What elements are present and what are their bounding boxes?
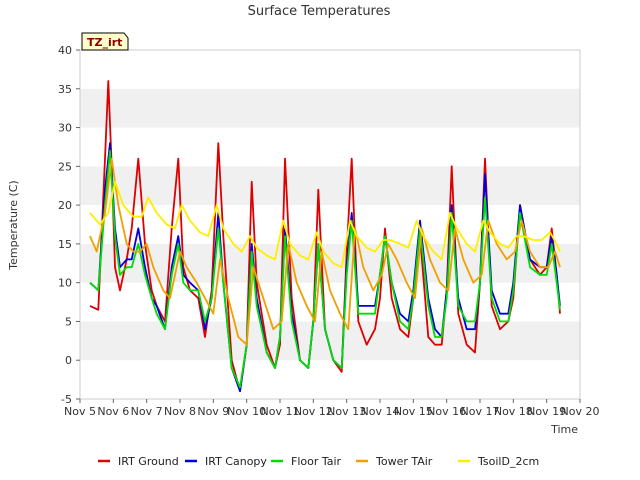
y-tick-label: 40 (58, 44, 72, 57)
x-tick-label: Nov 17 (461, 405, 500, 418)
grid-band (80, 243, 580, 283)
x-tick-label: Nov 6 (97, 405, 129, 418)
series-line-floor-tair (89, 149, 561, 389)
y-axis-ticks: -5 0 5 10 15 20 25 30 35 40 (58, 44, 80, 406)
grid-band (80, 321, 580, 361)
y-tick-label: 30 (58, 122, 72, 135)
x-tick-label: Nov 20 (561, 405, 600, 418)
grid-bands (80, 50, 580, 399)
legend: IRT Ground IRT Canopy Floor Tair Tower TAir… (98, 455, 539, 468)
x-tick-label: Nov 18 (494, 405, 533, 418)
x-axis-label: Time (550, 423, 578, 436)
x-tick-label: Nov 9 (197, 405, 229, 418)
legend-item: IRT Canopy (185, 455, 267, 468)
legend-item: Tower TAir (356, 455, 433, 468)
x-tick-label: Nov 19 (527, 405, 566, 418)
y-tick-label: -5 (61, 393, 72, 406)
legend-item: TsoilD_2cm (458, 455, 539, 468)
legend-label: Floor Tair (291, 455, 342, 468)
chart-title: Surface Temperatures (248, 4, 391, 19)
legend-item: Floor Tair (271, 455, 342, 468)
x-tick-label: Nov 13 (327, 405, 366, 418)
x-tick-label: Nov 5 (64, 405, 96, 418)
legend-label: Tower TAir (375, 455, 433, 468)
legend-item: IRT Ground (98, 455, 179, 468)
site-badge: TZ_irt (81, 32, 129, 51)
y-tick-label: 35 (58, 83, 72, 96)
series-lines (89, 80, 561, 393)
x-tick-label: Nov 8 (164, 405, 196, 418)
x-tick-label: Nov 11 (261, 405, 300, 418)
x-tick-label: Nov 10 (227, 405, 266, 418)
series-line-tsoild-2cm (89, 180, 561, 269)
y-tick-label: 0 (65, 354, 72, 367)
x-tick-label: Nov 15 (394, 405, 433, 418)
y-tick-label: 5 (65, 315, 72, 328)
x-tick-label: Nov 14 (361, 405, 400, 418)
site-badge-label: TZ_irt (87, 36, 122, 49)
y-tick-label: 25 (58, 160, 72, 173)
y-axis-label: Temperature (C) (7, 180, 20, 270)
x-tick-label: Nov 16 (427, 405, 466, 418)
x-tick-label: Nov 12 (294, 405, 333, 418)
legend-label: TsoilD_2cm (477, 455, 539, 468)
legend-label: IRT Ground (118, 455, 179, 468)
y-tick-label: 15 (58, 238, 72, 251)
x-tick-label: Nov 7 (131, 405, 163, 418)
y-tick-label: 10 (58, 277, 72, 290)
legend-label: IRT Canopy (205, 455, 267, 468)
grid-band (80, 166, 580, 206)
plot-border (79, 49, 581, 400)
y-tick-label: 20 (58, 199, 72, 212)
series-line-tower-tair (89, 157, 561, 346)
grid-band (80, 88, 580, 128)
plot-frame (79, 49, 581, 400)
